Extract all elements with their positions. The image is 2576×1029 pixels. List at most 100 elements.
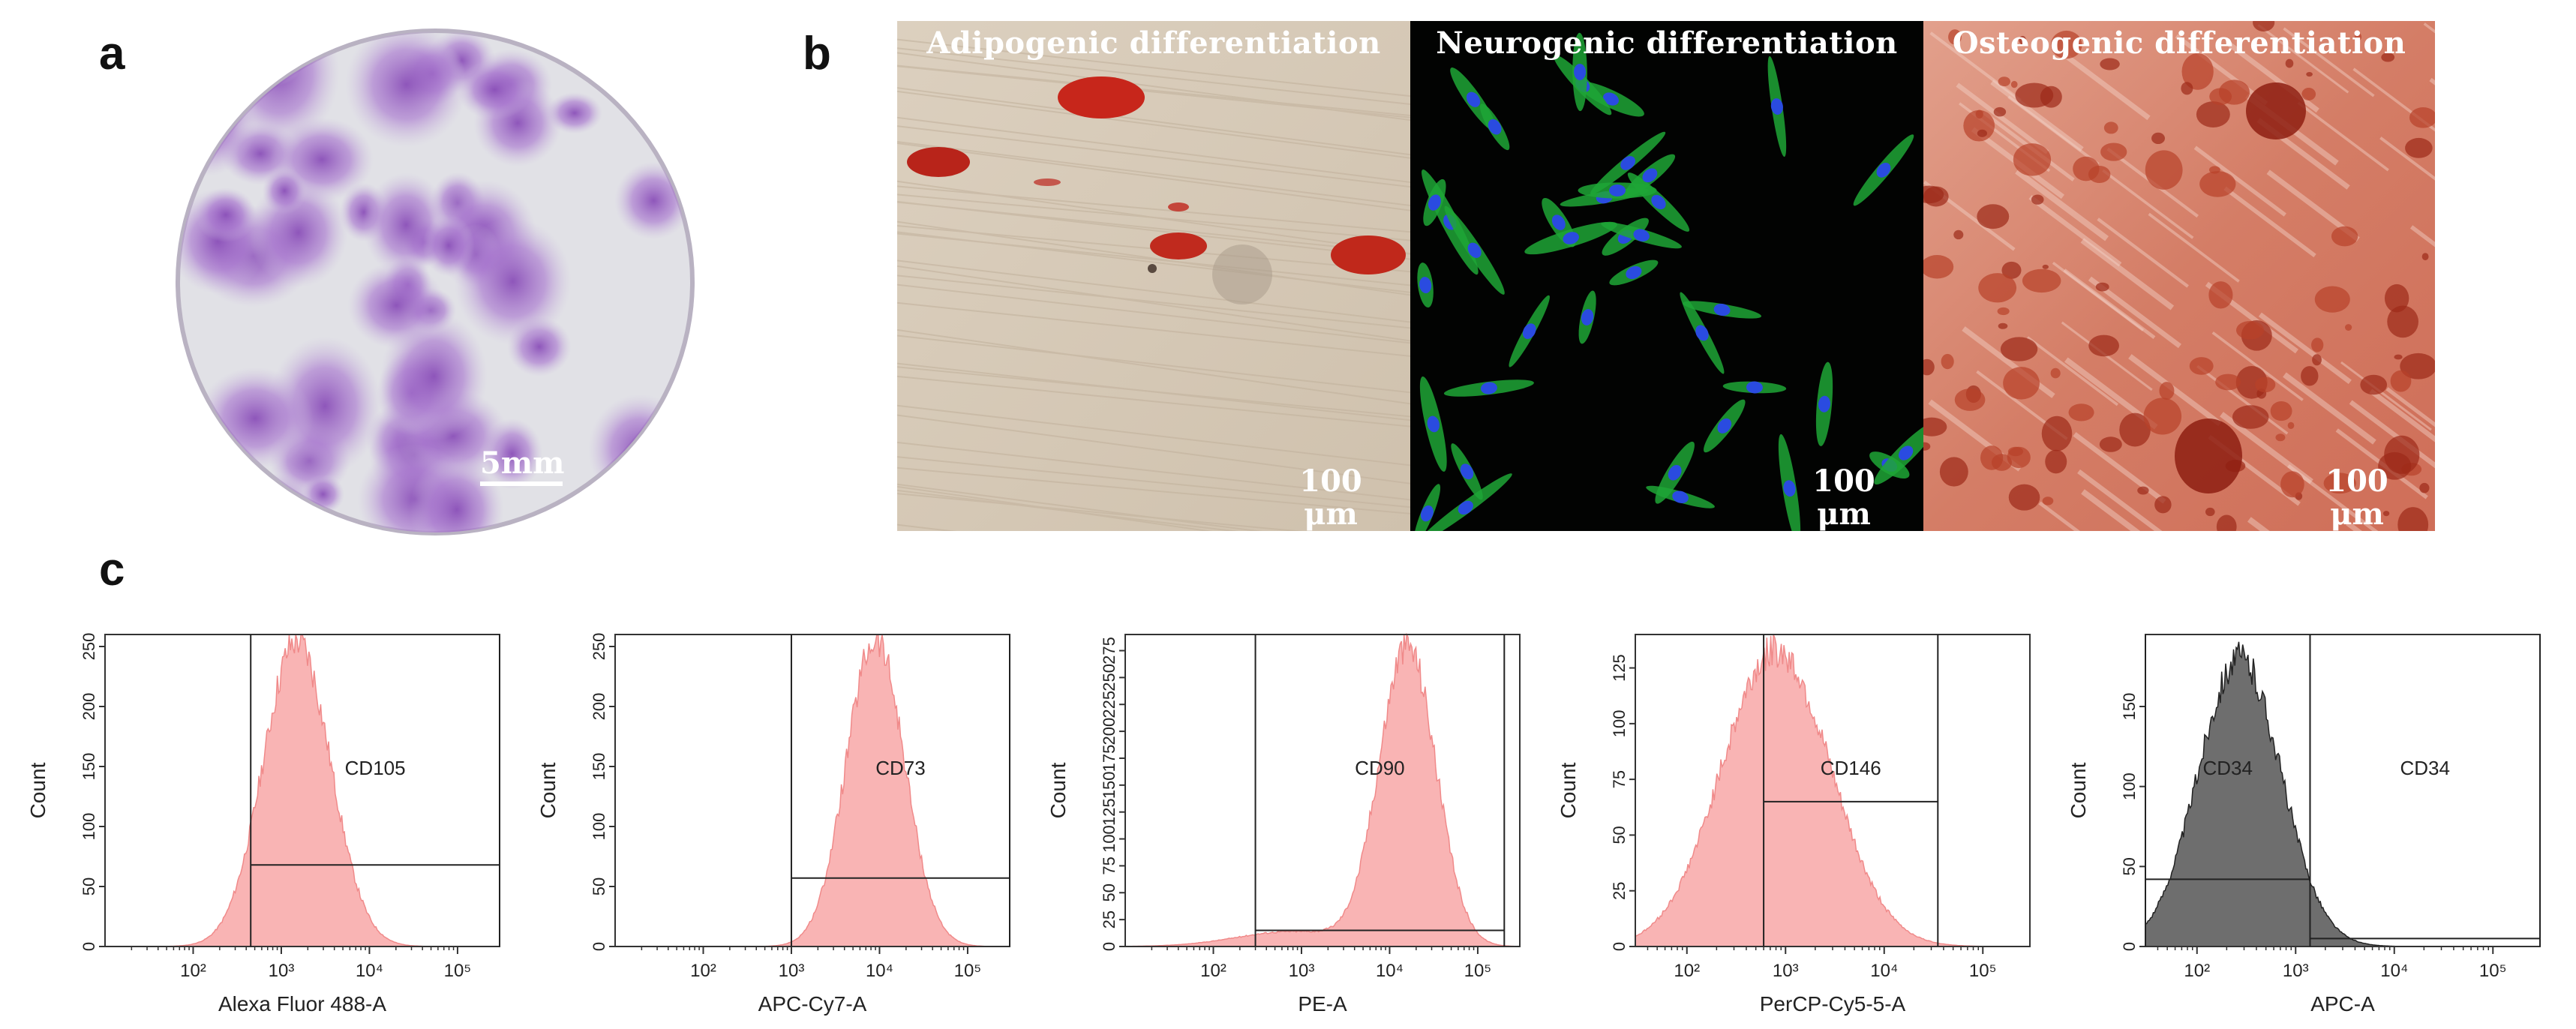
y-tick-label: 25 xyxy=(1610,881,1629,899)
x-tick-label: 10⁴ xyxy=(1376,961,1404,981)
y-tick-label: 275 xyxy=(1100,637,1118,664)
micrograph-neurogenic: Neurogenic differentiation 100 μm xyxy=(1410,21,1923,531)
x-tick-label: 10³ xyxy=(2283,961,2309,981)
micrograph-osteogenic: Osteogenic differentiation 100 μm xyxy=(1923,21,2435,531)
y-tick-label: 100 xyxy=(1100,825,1118,853)
y-tick-label: 75 xyxy=(1100,856,1118,874)
histogram-svg-3: 0 25 50 75 100 125 10² 10³ 10⁴ 10⁵ PerCP-Cy5-5-A Co… xyxy=(1557,634,2031,1016)
x-axis-label: Alexa Fluor 488-A xyxy=(218,992,386,1016)
x-tick-label: 10³ xyxy=(1289,961,1315,981)
y-tick-label: 250 xyxy=(590,633,608,661)
y-tick-label: 100 xyxy=(80,813,98,841)
neurogenic-title: Neurogenic differentiation xyxy=(1436,26,1898,61)
x-axis-label: APC-A xyxy=(2310,992,2375,1016)
x-tick-label: 10⁵ xyxy=(444,961,472,981)
plate-scale-line xyxy=(480,482,563,486)
neurogenic-image xyxy=(1410,21,1923,531)
histogram-area xyxy=(2145,641,2540,947)
y-tick-label: 50 xyxy=(80,878,98,896)
gate-label: CD146 xyxy=(1821,757,1881,779)
gate-label: CD73 xyxy=(875,757,925,779)
y-tick-label: 150 xyxy=(80,753,98,781)
histogram-area xyxy=(105,634,500,947)
colony-plate-drawing xyxy=(176,28,695,536)
x-tick-label: 10³ xyxy=(1773,961,1799,981)
gate-label: CD34 xyxy=(2202,757,2252,779)
x-tick-label: 10⁵ xyxy=(1464,961,1492,981)
histogram-area xyxy=(1124,632,1521,947)
plot-frame xyxy=(1124,634,1521,947)
flow-histogram-cd73: 0 50 100 150 200 250 10² 10³ 10⁴ 10⁵ APC-Cy7-A Coun… xyxy=(525,622,1020,1028)
flow-histogram-cd146: 0 25 50 75 100 125 10² 10³ 10⁴ 10⁵ PerCP-Cy5-5-A Co… xyxy=(1545,622,2040,1028)
y-tick-label: 150 xyxy=(590,753,608,781)
x-tick-label: 10⁴ xyxy=(2380,961,2408,981)
neurogenic-scale-bar: 100 μm xyxy=(1781,465,1907,531)
x-tick-label: 10² xyxy=(690,961,716,981)
adipogenic-scale-bar: 100 μm xyxy=(1268,465,1394,531)
colony-plate-image: 5mm xyxy=(173,27,698,537)
y-tick-label: 50 xyxy=(590,878,608,896)
histogram-area xyxy=(615,634,1010,947)
y-tick-label: 125 xyxy=(1100,798,1118,826)
y-tick-label: 200 xyxy=(590,693,608,721)
adipogenic-title: Adipogenic differentiation xyxy=(926,26,1381,61)
y-tick-label: 0 xyxy=(1100,942,1118,951)
flow-histogram-cd90: 0 25 50 75 100 125 150 175 200 225 250 275 10² 10³ 10⁴… xyxy=(1035,622,1530,1028)
x-tick-label: 10² xyxy=(1200,961,1226,981)
x-tick-label: 10⁵ xyxy=(2479,961,2507,981)
flow-histogram-cd34: 0 50 100 150 10² 10³ 10⁴ 10⁵ APC-A Count CD34 CD34 xyxy=(2055,622,2550,1028)
osteogenic-scale-label: 100 μm xyxy=(2325,464,2388,531)
panel-letter-b: b xyxy=(803,28,831,80)
y-tick-label: 100 xyxy=(590,813,608,841)
y-tick-label: 225 xyxy=(1100,691,1118,718)
y-tick-label: 150 xyxy=(1100,771,1118,799)
x-axis-label: APC-Cy7-A xyxy=(758,992,867,1016)
histogram-svg-4: 0 50 100 150 10² 10³ 10⁴ 10⁵ APC-A Count CD34 CD34 xyxy=(2067,634,2541,1016)
y-tick-label: 75 xyxy=(1610,770,1629,788)
y-tick-label: 0 xyxy=(80,942,98,951)
y-axis-label: Count xyxy=(2067,762,2090,818)
plate-scale-label: 5mm xyxy=(480,446,565,481)
histogram-svg-0: 0 50 100 150 200 250 10² 10³ 10⁴ 10⁵ Alexa Fluor 4… xyxy=(26,633,500,1016)
panel-letter-a: a xyxy=(99,28,125,80)
y-tick-label: 50 xyxy=(1100,884,1118,902)
y-axis-label: Count xyxy=(1046,762,1070,818)
micrograph-adipogenic: Adipogenic differentiation 100 μm xyxy=(897,21,1410,531)
histogram-svg-1: 0 50 100 150 200 250 10² 10³ 10⁴ 10⁵ APC-Cy7-A Coun… xyxy=(536,633,1010,1016)
x-tick-label: 10⁴ xyxy=(1870,961,1898,981)
x-axis-label: PerCP-Cy5-5-A xyxy=(1760,992,1906,1016)
x-tick-label: 10³ xyxy=(779,961,805,981)
y-tick-label: 0 xyxy=(590,942,608,951)
osteogenic-scale-bar: 100 μm xyxy=(2294,465,2420,531)
gate-label: CD90 xyxy=(1355,757,1404,779)
y-tick-label: 150 xyxy=(2120,693,2139,721)
y-tick-label: 250 xyxy=(1100,664,1118,692)
y-tick-label: 200 xyxy=(80,693,98,721)
x-tick-label: 10⁴ xyxy=(356,961,383,981)
y-tick-label: 125 xyxy=(1610,654,1629,682)
neurogenic-scale-label: 100 μm xyxy=(1812,464,1875,531)
y-tick-label: 200 xyxy=(1100,718,1118,746)
y-tick-label: 175 xyxy=(1100,745,1118,772)
y-tick-label: 0 xyxy=(1610,942,1629,951)
x-tick-label: 10² xyxy=(1674,961,1700,981)
x-tick-label: 10² xyxy=(2184,961,2210,981)
y-axis-label: Count xyxy=(26,762,50,818)
gate-label: CD105 xyxy=(345,757,406,779)
x-tick-label: 10⁵ xyxy=(1969,961,1997,981)
y-tick-label: 0 xyxy=(2120,942,2139,951)
x-tick-label: 10² xyxy=(180,961,206,981)
y-tick-label: 25 xyxy=(1100,910,1118,928)
y-tick-label: 50 xyxy=(1610,826,1629,844)
flow-histogram-cd105: 0 50 100 150 200 250 10² 10³ 10⁴ 10⁵ Alexa Fluor 4… xyxy=(15,622,510,1028)
y-axis-label: Count xyxy=(1557,762,1580,818)
osteogenic-image xyxy=(1923,21,2435,531)
plate-scale-bar: 5mm xyxy=(480,446,565,486)
y-axis-label: Count xyxy=(536,762,560,818)
x-tick-label: 10³ xyxy=(269,961,295,981)
y-tick-label: 100 xyxy=(1610,710,1629,737)
plot-frame xyxy=(614,634,1010,947)
x-tick-label: 10⁴ xyxy=(866,961,893,981)
osteogenic-title: Osteogenic differentiation xyxy=(1952,26,2406,61)
